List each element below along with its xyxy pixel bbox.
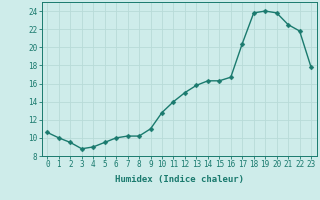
X-axis label: Humidex (Indice chaleur): Humidex (Indice chaleur): [115, 175, 244, 184]
